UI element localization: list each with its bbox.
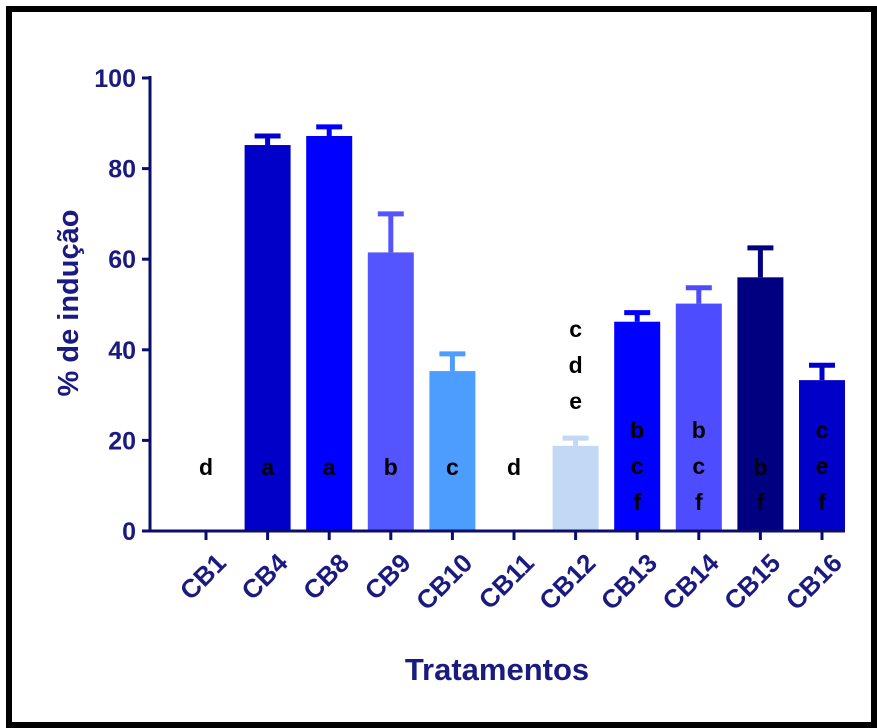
- x-tick-label: CB1: [174, 548, 232, 606]
- significance-letter: e: [569, 388, 582, 414]
- x-tick-label: CB13: [595, 548, 663, 616]
- y-tick-label: 60: [108, 246, 136, 274]
- bar: [367, 252, 414, 531]
- x-tick-label: CB16: [780, 548, 848, 616]
- significance-letter: f: [695, 489, 703, 515]
- bar: [614, 321, 661, 531]
- x-tick-label: CB4: [235, 547, 293, 605]
- significance-letter: f: [633, 489, 641, 515]
- bar: [799, 380, 845, 531]
- error-bars-layer: [254, 124, 835, 446]
- significance-letter: b: [630, 417, 644, 443]
- significance-letter: c: [816, 417, 829, 443]
- y-tick-label: 0: [122, 518, 136, 546]
- significance-letter: b: [384, 454, 398, 480]
- bar: [737, 277, 784, 531]
- significance-letter: c: [631, 453, 644, 479]
- axes-layer: [143, 76, 845, 533]
- x-tick-label: CB12: [533, 548, 601, 616]
- significance-letter: d: [569, 352, 583, 378]
- significance-letter: c: [569, 316, 582, 342]
- y-tick-label: 80: [108, 156, 136, 184]
- bar: [675, 303, 722, 531]
- x-tick-label: CB15: [718, 548, 786, 616]
- x-tick-label: CB9: [359, 548, 417, 606]
- x-tick-label: CB14: [656, 547, 725, 616]
- significance-letter: c: [446, 454, 459, 480]
- bars-layer: [244, 135, 845, 531]
- bar: [552, 445, 599, 531]
- significance-letter: f: [818, 489, 826, 515]
- y-ticks-layer: 0 20 40 60 80 100: [94, 65, 150, 546]
- x-tick-label: CB11: [473, 548, 540, 615]
- significance-letter: d: [199, 454, 213, 480]
- bar: [429, 371, 476, 531]
- significance-letter: c: [692, 453, 705, 479]
- significance-letter: b: [753, 454, 767, 480]
- significance-letter: d: [507, 454, 521, 480]
- y-tick-label: 40: [108, 337, 136, 365]
- x-tick-label: CB8: [297, 548, 355, 606]
- bar: [306, 135, 353, 531]
- y-tick-label: 100: [94, 65, 136, 93]
- significance-letter: b: [692, 417, 706, 443]
- x-tick-label: CB10: [410, 548, 478, 616]
- significance-letter: a: [261, 454, 274, 480]
- significance-letter: f: [757, 489, 765, 515]
- significance-letter: a: [323, 454, 336, 480]
- y-tick-label: 20: [108, 427, 136, 455]
- bar: [244, 145, 291, 531]
- y-axis-label: % de indução: [53, 210, 85, 397]
- significance-letter: e: [816, 453, 829, 479]
- x-axis-label: Tratamentos: [405, 652, 589, 687]
